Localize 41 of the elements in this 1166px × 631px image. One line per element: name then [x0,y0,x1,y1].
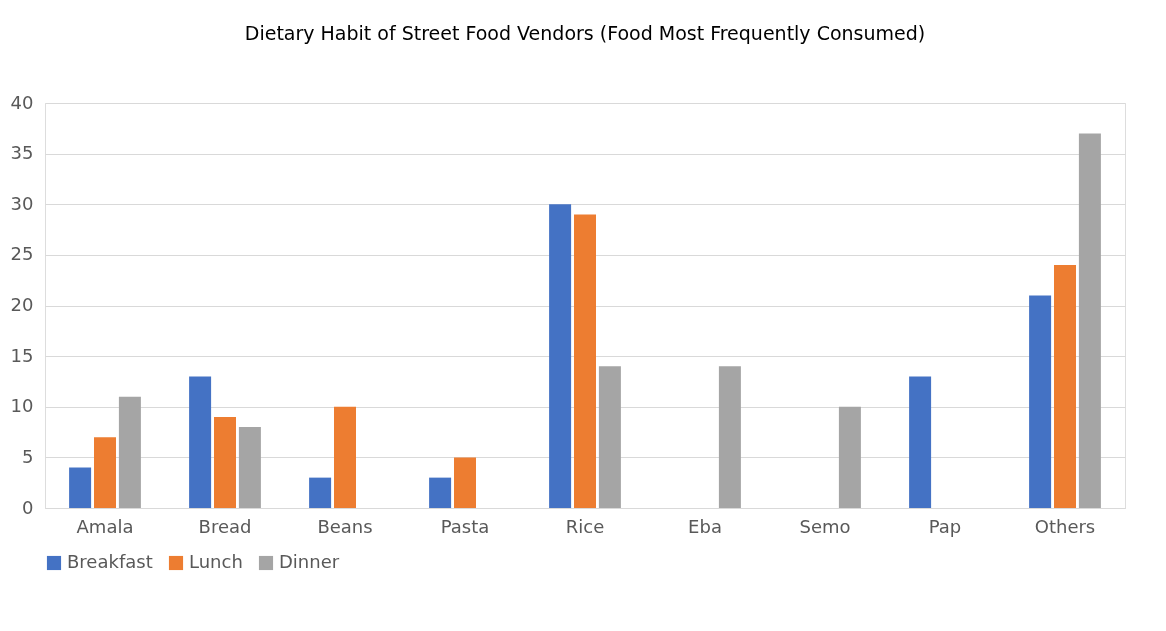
x-tick-label: Pap [928,515,962,537]
legend-label: Breakfast [67,551,153,572]
bar [69,467,92,508]
legend-label: Lunch [189,551,243,572]
bar [214,416,236,508]
y-tick-label: 40 [10,91,34,113]
bar [598,366,621,508]
bar [429,477,452,508]
bar [1029,295,1052,508]
bar [718,366,741,508]
bar [1078,133,1101,508]
bar [574,214,596,508]
legend-label: Dinner [279,551,340,572]
x-tick-label: Others [1034,515,1096,537]
y-tick-label: 35 [10,142,34,164]
chart-title: Dietary Habit of Street Food Vendors (Food Most Frequently Consumed) [244,22,926,44]
y-tick-label: 5 [22,445,34,467]
bar [94,437,116,508]
x-tick-label: Eba [688,515,722,537]
x-tick-label: Beans [317,515,373,537]
bar [238,427,261,508]
x-tick-label: Bread [198,515,252,537]
bar [838,406,861,508]
y-tick-label: 15 [10,344,34,366]
bar [118,396,141,508]
y-tick-label: 10 [10,395,34,417]
y-tick-label: 0 [22,496,34,518]
bar [1054,265,1076,508]
bar [334,406,356,508]
bar [909,376,932,508]
y-tick-label: 30 [10,192,34,214]
x-tick-label: Semo [799,515,851,537]
x-tick-label: Rice [565,515,605,537]
x-tick-label: Amala [76,515,134,537]
bar [309,477,332,508]
x-tick-label: Pasta [440,515,490,537]
y-tick-label: 25 [10,243,34,265]
y-tick-label: 20 [10,294,34,315]
bar [454,457,476,508]
bar [549,204,572,508]
bar [189,376,212,508]
